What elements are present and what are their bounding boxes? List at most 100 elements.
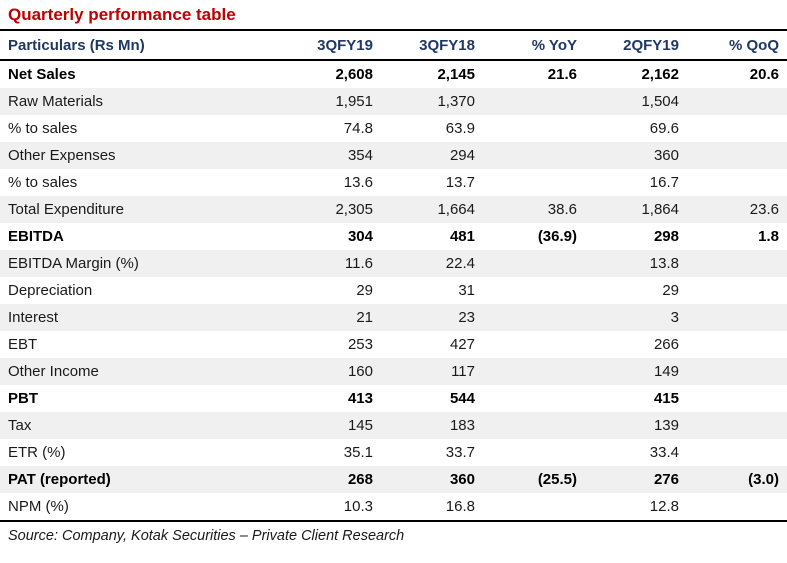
row-value: 63.9 (445, 120, 475, 137)
row-label: EBITDA Margin (%) (8, 255, 139, 272)
row-value: 1,504 (641, 93, 679, 110)
row-value (685, 412, 787, 439)
row-label: % to sales (8, 174, 78, 191)
row-value: 304 (347, 228, 373, 245)
row-value: 160 (347, 363, 373, 380)
row-value (685, 142, 787, 169)
row-value: 16.7 (649, 174, 679, 191)
column-header-qoq: % QoQ (685, 29, 787, 61)
row-label: Interest (8, 309, 59, 326)
row-value (481, 304, 583, 331)
table-row: ETR (%) 35.1 33.7 33.4 (0, 439, 787, 466)
quarterly-performance-table: Particulars (Rs Mn) 3QFY19 3QFY18 % YoY … (0, 29, 787, 522)
row-value: 38.6 (547, 201, 577, 218)
row-value: 33.4 (649, 444, 679, 461)
row-value: 427 (449, 336, 475, 353)
row-value: 145 (347, 417, 373, 434)
row-value: 23 (458, 309, 475, 326)
row-value: 1,370 (437, 93, 475, 110)
row-value (685, 358, 787, 385)
table-row: Other Expenses 354 294 360 (0, 142, 787, 169)
row-value: 1,951 (335, 93, 373, 110)
table-row: Tax 145 183 139 (0, 412, 787, 439)
row-value: 298 (653, 228, 679, 245)
table-row: Total Expenditure 2,305 1,664 38.6 1,864 23.6 (0, 196, 787, 223)
row-value: (36.9) (537, 228, 577, 245)
table-row: EBITDA Margin (%) 11.6 22.4 13.8 (0, 250, 787, 277)
source-note: Source: Company, Kotak Securities – Priv… (8, 528, 405, 544)
row-value: 13.8 (649, 255, 679, 272)
row-label: Raw Materials (8, 93, 104, 110)
column-header-3qfy18: 3QFY18 (379, 29, 481, 61)
row-value: 10.3 (277, 493, 379, 522)
row-value (481, 277, 583, 304)
row-value: (3.0) (748, 471, 779, 488)
table-row: PBT 413 544 415 (0, 385, 787, 412)
row-value: 360 (653, 147, 679, 164)
table-row: Interest 21 23 3 (0, 304, 787, 331)
row-value (481, 385, 583, 412)
row-value: 35.1 (343, 444, 373, 461)
table-row: EBITDA 304 481 (36.9) 298 1.8 (0, 223, 787, 250)
row-value (481, 493, 583, 522)
table-row: % to sales 74.8 63.9 69.6 (0, 115, 787, 142)
column-header-2qfy19: 2QFY19 (583, 29, 685, 61)
page-title: Quarterly performance table (8, 5, 236, 24)
row-value (685, 169, 787, 196)
row-label: % to sales (8, 120, 78, 137)
row-label: PBT (8, 390, 38, 407)
row-value: 13.7 (445, 174, 475, 191)
table-row: NPM (%) 10.3 16.8 12.8 (0, 493, 787, 522)
row-value: 413 (347, 390, 373, 407)
row-value (685, 277, 787, 304)
row-value (481, 250, 583, 277)
row-label: PAT (reported) (8, 471, 111, 488)
table-header-row: Particulars (Rs Mn) 3QFY19 3QFY18 % YoY … (0, 29, 787, 61)
row-label: Other Income (8, 363, 99, 380)
row-value: 2,608 (335, 66, 373, 83)
row-value: 1,864 (641, 201, 679, 218)
row-value: 360 (449, 471, 475, 488)
table-row: Raw Materials 1,951 1,370 1,504 (0, 88, 787, 115)
row-value: 253 (347, 336, 373, 353)
row-value: 117 (451, 363, 475, 380)
row-value: 276 (653, 471, 679, 488)
row-value (481, 169, 583, 196)
row-value: 415 (653, 390, 679, 407)
row-value: 1,664 (437, 201, 475, 218)
row-value: 23.6 (749, 201, 779, 218)
row-value: 20.6 (749, 66, 779, 83)
row-value (481, 88, 583, 115)
row-value: (25.5) (537, 471, 577, 488)
row-value (685, 304, 787, 331)
row-value: 139 (653, 417, 679, 434)
row-value: 22.4 (445, 255, 475, 272)
row-label: Total Expenditure (8, 201, 124, 218)
row-label: EBITDA (8, 228, 64, 245)
row-value (685, 439, 787, 466)
column-header-yoy: % YoY (481, 29, 583, 61)
row-value (481, 142, 583, 169)
row-label: Depreciation (8, 282, 93, 299)
row-label: EBT (8, 336, 38, 353)
row-value (685, 88, 787, 115)
table-body: Net Sales 2,608 2,145 21.6 2,162 20.6 Raw Mate… (0, 60, 787, 522)
row-value (685, 493, 787, 522)
row-value: 31 (458, 282, 475, 299)
row-value (685, 331, 787, 358)
row-value (481, 358, 583, 385)
row-value: 266 (653, 336, 679, 353)
row-value: 481 (449, 228, 475, 245)
row-value: 12.8 (583, 493, 685, 522)
row-value: 268 (347, 471, 373, 488)
row-value: 1.8 (758, 228, 779, 245)
row-value: 16.8 (379, 493, 481, 522)
row-label: Net Sales (8, 66, 76, 83)
row-value: 21 (356, 309, 373, 326)
row-value: 2,162 (641, 66, 679, 83)
row-label: Tax (8, 417, 32, 434)
table-row: Other Income 160 117 149 (0, 358, 787, 385)
row-label: Other Expenses (8, 147, 116, 164)
row-value: 149 (653, 363, 679, 380)
row-value: 29 (356, 282, 373, 299)
